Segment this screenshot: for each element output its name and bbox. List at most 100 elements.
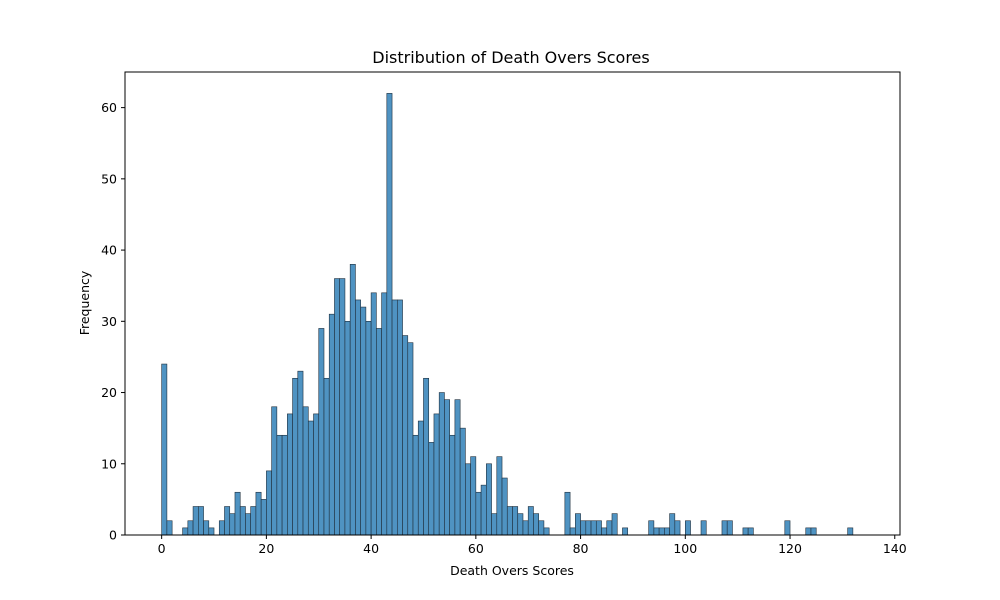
x-axis: 0 20 40 60 80 100 120 140	[158, 535, 907, 556]
y-tick-label: 60	[101, 100, 117, 115]
histogram-bar	[239, 506, 246, 536]
y-axis: 0 10 20 30 40 50 60	[101, 100, 125, 543]
histogram-bar	[459, 427, 466, 536]
histogram-bar	[575, 513, 581, 536]
histogram-bar	[726, 520, 733, 536]
histogram-bar	[339, 278, 346, 536]
histogram-bar	[684, 520, 691, 536]
histogram-bar	[166, 520, 173, 536]
histogram-bar	[386, 93, 393, 536]
histogram-bar	[402, 335, 409, 536]
x-tick-label: 60	[468, 541, 484, 556]
histogram-bar	[187, 520, 194, 536]
histogram-bar	[218, 520, 225, 536]
histogram-bar	[438, 392, 445, 536]
histogram-bar	[810, 527, 817, 536]
x-tick-label: 0	[158, 541, 166, 556]
histogram-bar	[580, 520, 587, 536]
histogram-bar	[355, 299, 361, 536]
histogram-bar	[407, 342, 414, 536]
histogram-bar	[318, 328, 325, 536]
y-tick-label: 0	[109, 528, 117, 543]
histogram-bar	[412, 434, 419, 536]
histogram-bar	[328, 313, 335, 536]
histogram-bar	[538, 520, 545, 536]
histogram-bar	[391, 299, 398, 536]
histogram-bar	[721, 520, 728, 536]
histogram-bar	[287, 413, 293, 536]
plot-frame	[124, 71, 901, 536]
histogram-bar	[229, 513, 236, 536]
histogram-bar	[465, 463, 471, 536]
histogram-bar	[423, 377, 430, 536]
histogram-bar	[669, 513, 676, 536]
histogram-bar	[292, 377, 299, 536]
histogram-bar	[470, 456, 477, 536]
histogram-bar	[250, 506, 257, 536]
histogram-bar	[255, 491, 262, 536]
histogram-bar	[658, 527, 665, 536]
histogram-bar	[648, 520, 655, 536]
histogram-bar	[496, 456, 503, 536]
histogram-bar	[234, 491, 241, 536]
histogram-bar	[506, 506, 513, 536]
histogram-bar	[517, 513, 524, 536]
histogram-bar	[203, 520, 210, 536]
histogram-bar	[747, 527, 754, 536]
x-tick-label: 80	[573, 541, 589, 556]
x-tick-label: 20	[258, 541, 274, 556]
y-axis-label: Frequency	[77, 270, 92, 335]
histogram-bar	[417, 420, 424, 536]
chart-title: Distribution of Death Overs Scores	[372, 48, 649, 67]
histogram-bar	[208, 527, 215, 536]
histogram-bar	[805, 527, 812, 536]
histogram-bar	[512, 506, 519, 536]
histogram-bar	[396, 299, 403, 536]
histogram-bar	[260, 499, 267, 536]
histogram-bar	[444, 399, 450, 536]
histogram-bar	[198, 506, 204, 536]
histogram-bar	[370, 292, 377, 536]
histogram-bar	[527, 506, 534, 536]
histogram-bar	[307, 420, 314, 536]
histogram-bar	[344, 321, 351, 536]
histogram-bar	[365, 321, 372, 536]
histogram-bar	[313, 413, 320, 536]
histogram-bar	[297, 370, 304, 536]
histogram-bar	[622, 527, 629, 536]
histogram-bar	[653, 527, 660, 536]
histogram-bar	[700, 520, 707, 536]
histogram-bar	[271, 406, 278, 536]
histogram-bar	[334, 278, 340, 536]
histogram-bar	[349, 264, 356, 536]
histogram-bar	[847, 527, 854, 536]
histogram-bar	[266, 470, 272, 536]
histogram-bar	[454, 399, 461, 536]
histogram-bar	[161, 363, 168, 536]
histogram-bar	[522, 520, 529, 536]
histogram-bar	[428, 442, 435, 536]
histogram-bar	[192, 506, 199, 536]
histogram-bar	[276, 434, 283, 536]
histogram-bar	[281, 434, 288, 536]
y-tick-label: 40	[101, 243, 117, 258]
histogram-bar	[475, 491, 482, 536]
histogram-bar	[302, 406, 309, 536]
histogram-bar	[381, 292, 388, 536]
x-tick-label: 40	[363, 541, 379, 556]
histogram-bar	[323, 377, 330, 536]
histogram-bar	[224, 506, 231, 536]
histogram-bar	[486, 463, 492, 536]
x-axis-label: Death Overs Scores	[450, 563, 574, 578]
histogram-bar	[491, 513, 498, 536]
x-tick-label: 120	[778, 541, 802, 556]
histogram-bars	[161, 93, 854, 536]
y-tick-label: 30	[101, 314, 117, 329]
histogram-bar	[182, 527, 189, 536]
histogram-bar	[595, 520, 602, 536]
histogram-bar	[376, 328, 382, 536]
y-tick-label: 50	[101, 171, 117, 186]
histogram-bar	[606, 520, 613, 536]
histogram-bar	[533, 513, 539, 536]
